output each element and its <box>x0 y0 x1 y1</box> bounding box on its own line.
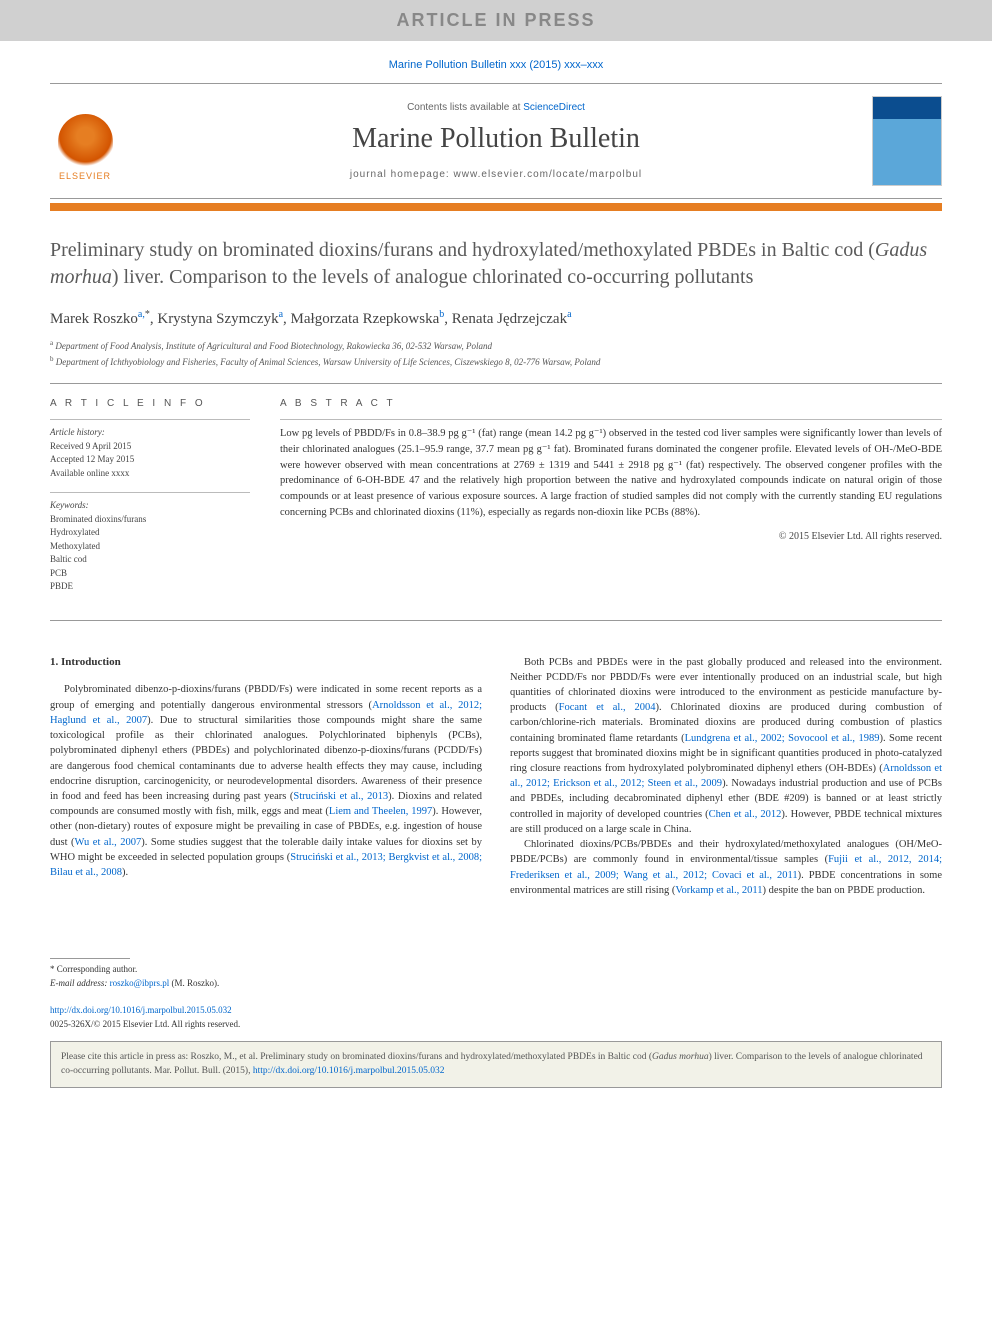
affiliations: a Department of Food Analysis, Institute… <box>50 338 942 369</box>
corr-email-name: (M. Roszko). <box>171 978 219 988</box>
doi-link[interactable]: http://dx.doi.org/10.1016/j.marpolbul.20… <box>50 1005 232 1015</box>
contents-prefix: Contents lists available at <box>407 102 523 113</box>
corr-divider <box>50 958 130 959</box>
elsevier-logo[interactable]: ELSEVIER <box>50 101 120 181</box>
intro-paragraph-3: Chlorinated dioxins/PCBs/PBDEs and their… <box>510 837 942 898</box>
keywords-block: Keywords: Brominated dioxins/furans Hydr… <box>50 499 250 594</box>
affiliation-b: b Department of Ichthyobiology and Fishe… <box>50 354 942 370</box>
info-divider-1 <box>50 419 250 420</box>
abstract-column: A B S T R A C T Low pg levels of PBDD/Fs… <box>280 398 942 606</box>
homepage-url[interactable]: www.elsevier.com/locate/marpolbul <box>454 169 643 180</box>
article-title: Preliminary study on brominated dioxins/… <box>50 237 942 291</box>
article-main: Preliminary study on brominated dioxins/… <box>0 211 992 918</box>
article-history: Article history: Received 9 April 2015 A… <box>50 426 250 480</box>
abstract-copyright: © 2015 Elsevier Ltd. All rights reserved… <box>280 531 942 542</box>
doi-block: http://dx.doi.org/10.1016/j.marpolbul.20… <box>50 1004 942 1031</box>
cite-box: Please cite this article in press as: Ro… <box>50 1041 942 1088</box>
available-date: Available online xxxx <box>50 467 250 481</box>
cite-text-a: Please cite this article in press as: Ro… <box>61 1052 652 1062</box>
ref-link-6[interactable]: Focant et al., 2004 <box>559 702 656 713</box>
corr-email-link[interactable]: roszko@ibprs.pl <box>110 978 170 988</box>
keyword-1: Hydroxylated <box>50 526 250 540</box>
email-label: E-mail address: <box>50 978 107 988</box>
header-center: Contents lists available at ScienceDirec… <box>120 102 872 180</box>
cite-doi-link[interactable]: http://dx.doi.org/10.1016/j.marpolbul.20… <box>253 1066 445 1076</box>
history-label: Article history: <box>50 426 250 440</box>
species-italic: Gadus morhua <box>50 239 927 288</box>
abstract-divider <box>280 419 942 420</box>
accepted-date: Accepted 12 May 2015 <box>50 453 250 467</box>
article-info-column: A R T I C L E I N F O Article history: R… <box>50 398 250 606</box>
elsevier-label: ELSEVIER <box>59 171 111 181</box>
keyword-3: Baltic cod <box>50 553 250 567</box>
contents-line: Contents lists available at ScienceDirec… <box>140 102 852 113</box>
affiliation-a: a Department of Food Analysis, Institute… <box>50 338 942 354</box>
keyword-0: Brominated dioxins/furans <box>50 513 250 527</box>
footer-block: * Corresponding author. E-mail address: … <box>0 958 992 1031</box>
section-1-heading: 1. Introduction <box>50 655 482 671</box>
sciencedirect-link[interactable]: ScienceDirect <box>523 102 585 113</box>
orange-divider-bar <box>50 203 942 211</box>
issn-copyright: 0025-326X/© 2015 Elsevier Ltd. All right… <box>50 1019 240 1029</box>
author-1: Marek Roszko <box>50 311 138 327</box>
intro-paragraph-1: Polybrominated dibenzo-p-dioxins/furans … <box>50 682 482 880</box>
keywords-label: Keywords: <box>50 499 250 513</box>
corr-label: * Corresponding author. <box>50 963 942 977</box>
journal-reference: Marine Pollution Bulletin xxx (2015) xxx… <box>0 41 992 83</box>
intro-paragraph-2: Both PCBs and PBDEs were in the past glo… <box>510 655 942 838</box>
author-3: , Małgorzata Rzepkowska <box>283 311 439 327</box>
homepage-prefix: journal homepage: <box>350 169 454 180</box>
ref-link-9[interactable]: Chen et al., 2012 <box>709 809 782 820</box>
keyword-4: PCB <box>50 567 250 581</box>
elsevier-tree-icon <box>58 114 113 169</box>
author-4: , Renata Jędrzejczak <box>444 311 567 327</box>
ref-link-4[interactable]: Wu et al., 2007 <box>75 837 142 848</box>
journal-cover-thumbnail[interactable] <box>872 96 942 186</box>
ref-link-7[interactable]: Lundgrena et al., 2002; Sovocool et al.,… <box>685 733 880 744</box>
corresponding-author: * Corresponding author. E-mail address: … <box>50 963 942 990</box>
abstract-text: Low pg levels of PBDD/Fs in 0.8–38.9 pg … <box>280 426 942 521</box>
cite-italic: Gadus morhua <box>652 1052 709 1062</box>
divider-top <box>50 383 942 384</box>
author-1-aff: a, <box>138 309 145 320</box>
keyword-2: Methoxylated <box>50 540 250 554</box>
keyword-5: PBDE <box>50 580 250 594</box>
author-4-aff: a <box>567 309 571 320</box>
journal-ref-link[interactable]: Marine Pollution Bulletin xxx (2015) xxx… <box>389 59 604 71</box>
article-in-press-banner: ARTICLE IN PRESS <box>0 0 992 41</box>
info-abstract-row: A R T I C L E I N F O Article history: R… <box>50 398 942 606</box>
abstract-heading: A B S T R A C T <box>280 398 942 409</box>
body-column-right: Both PCBs and PBDEs were in the past glo… <box>510 655 942 899</box>
body-column-left: 1. Introduction Polybrominated dibenzo-p… <box>50 655 482 899</box>
journal-homepage: journal homepage: www.elsevier.com/locat… <box>140 169 852 180</box>
author-2: , Krystyna Szymczyk <box>150 311 279 327</box>
journal-header: ELSEVIER Contents lists available at Sci… <box>50 83 942 199</box>
body-columns: 1. Introduction Polybrominated dibenzo-p… <box>50 655 942 899</box>
ref-link-3[interactable]: Liem and Theelen, 1997 <box>329 806 432 817</box>
article-info-heading: A R T I C L E I N F O <box>50 398 250 409</box>
journal-name: Marine Pollution Bulletin <box>140 123 852 155</box>
received-date: Received 9 April 2015 <box>50 440 250 454</box>
ref-link-2[interactable]: Struciński et al., 2013 <box>293 791 388 802</box>
divider-bottom <box>50 620 942 621</box>
authors-line: Marek Roszkoa,*, Krystyna Szymczyka, Mał… <box>50 309 942 328</box>
info-divider-2 <box>50 492 250 493</box>
ref-link-11[interactable]: Vorkamp et al., 2011 <box>675 885 762 896</box>
